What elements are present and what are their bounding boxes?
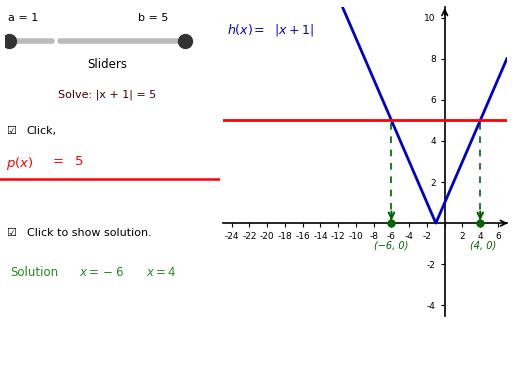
- Text: Sliders: Sliders: [88, 58, 127, 72]
- Text: (−6, 0): (−6, 0): [374, 241, 409, 251]
- Text: Click to show solution.: Click to show solution.: [27, 228, 152, 238]
- Text: (4, 0): (4, 0): [470, 241, 496, 251]
- Text: $h(x)$: $h(x)$: [227, 22, 253, 37]
- Text: $=$  $5$: $=$ $5$: [50, 155, 84, 168]
- Text: b = 5: b = 5: [138, 13, 168, 23]
- Text: a = 1: a = 1: [8, 13, 38, 23]
- Text: $x = 4$: $x = 4$: [146, 266, 177, 280]
- Text: Solution: Solution: [10, 266, 58, 280]
- Text: Click,: Click,: [27, 126, 57, 136]
- Text: ☑: ☑: [6, 126, 16, 136]
- Text: ☑: ☑: [6, 228, 16, 238]
- Text: $x = -6$: $x = -6$: [79, 266, 124, 280]
- Text: $p(x)$: $p(x)$: [6, 155, 34, 172]
- Text: $=$  $|x + 1|$: $=$ $|x + 1|$: [251, 22, 314, 38]
- Text: Solve: |x + 1| = 5: Solve: |x + 1| = 5: [58, 89, 157, 100]
